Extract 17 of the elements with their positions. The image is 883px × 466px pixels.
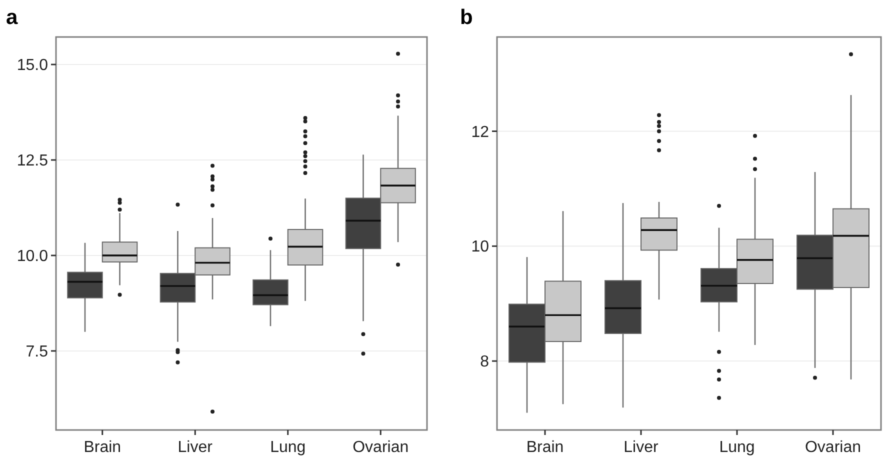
y-tick-label: 12	[471, 124, 490, 141]
y-tick-label: 10.0	[16, 248, 48, 266]
y-tick-label: 7.5	[26, 344, 48, 361]
x-tick-label: Ovarian	[352, 439, 409, 456]
chart-title: a	[6, 6, 18, 29]
y-tick-label: 10	[471, 238, 490, 256]
x-tick-label: Brain	[526, 439, 564, 456]
x-tick-label: Brain	[84, 439, 122, 456]
x-tick-label: Liver	[178, 439, 214, 456]
x-tick-label: Ovarian	[804, 439, 862, 456]
y-tick-label: 12.5	[16, 152, 48, 170]
x-tick-label: Lung	[270, 439, 306, 456]
chart-title: b	[460, 6, 473, 29]
x-tick-label: Liver	[624, 439, 660, 456]
x-tick-label: Lung	[719, 439, 755, 456]
y-tick-label: 8	[480, 354, 490, 371]
y-tick-label: 15.0	[16, 57, 48, 74]
